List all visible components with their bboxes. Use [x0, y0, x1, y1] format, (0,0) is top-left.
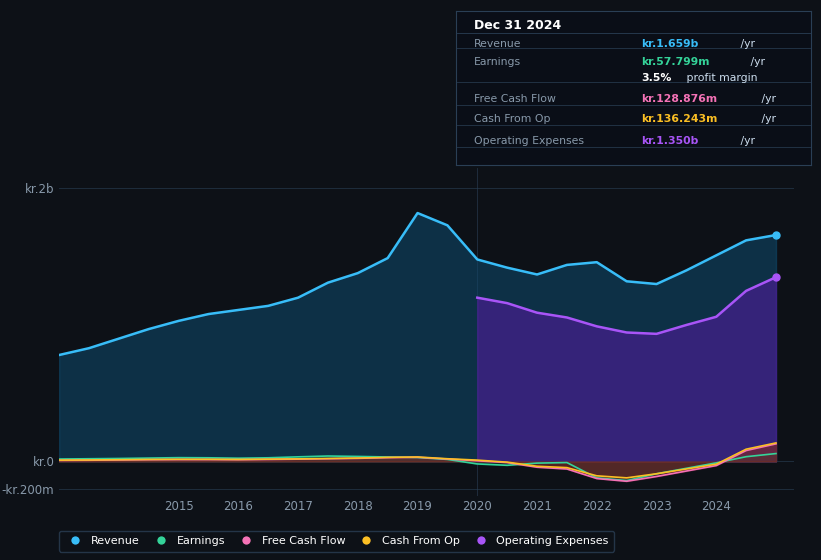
Text: /yr: /yr [758, 114, 776, 124]
Text: Free Cash Flow: Free Cash Flow [475, 95, 556, 104]
Text: kr.128.876m: kr.128.876m [641, 95, 717, 104]
Text: kr.1.350b: kr.1.350b [641, 136, 699, 146]
Text: kr.57.799m: kr.57.799m [641, 58, 709, 67]
Text: Dec 31 2024: Dec 31 2024 [475, 19, 562, 32]
Text: 3.5%: 3.5% [641, 73, 672, 83]
Text: Revenue: Revenue [475, 39, 521, 49]
Text: kr.1.659b: kr.1.659b [641, 39, 699, 49]
Text: Operating Expenses: Operating Expenses [475, 136, 585, 146]
Text: kr.136.243m: kr.136.243m [641, 114, 718, 124]
Text: Earnings: Earnings [475, 58, 521, 67]
Legend: Revenue, Earnings, Free Cash Flow, Cash From Op, Operating Expenses: Revenue, Earnings, Free Cash Flow, Cash … [59, 530, 614, 552]
Text: /yr: /yr [758, 95, 776, 104]
Text: Cash From Op: Cash From Op [475, 114, 551, 124]
Text: /yr: /yr [736, 136, 754, 146]
Text: /yr: /yr [736, 39, 754, 49]
Text: /yr: /yr [747, 58, 765, 67]
Text: profit margin: profit margin [683, 73, 758, 83]
